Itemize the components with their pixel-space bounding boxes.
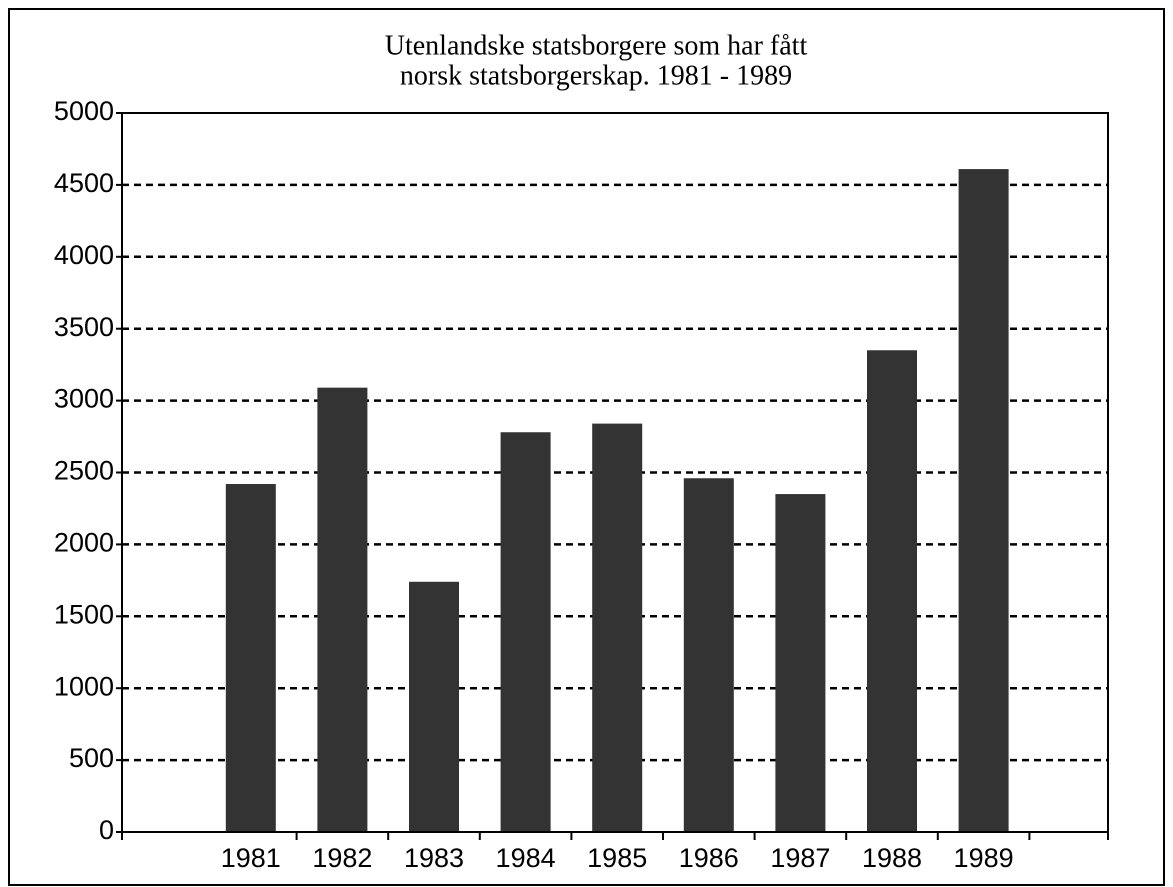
y-tick-label: 500 <box>69 743 114 773</box>
bar <box>500 432 551 832</box>
bar <box>775 494 826 832</box>
bar <box>409 581 459 832</box>
plot-frame <box>121 112 1109 833</box>
bar <box>592 423 643 832</box>
y-tick-label: 0 <box>99 815 114 845</box>
x-tick-label: 1988 <box>862 843 922 873</box>
x-tick-label: 1985 <box>587 843 647 873</box>
y-tick-label: 2500 <box>54 456 114 486</box>
y-tick-label: 1000 <box>54 671 114 701</box>
y-tick-label: 4500 <box>54 168 114 198</box>
x-tick-label: 1984 <box>496 843 556 873</box>
y-tick-label: 5000 <box>54 96 114 126</box>
chart-title: norsk statsborgerskap. 1981 - 1989 <box>400 60 792 91</box>
y-tick-label: 3000 <box>54 384 114 414</box>
x-tick-label: 1987 <box>770 843 830 873</box>
bar <box>683 478 734 832</box>
frame <box>8 8 1165 886</box>
x-tick-label: 1982 <box>312 843 372 873</box>
x-tick-label: 1983 <box>404 843 464 873</box>
bar <box>317 387 368 832</box>
y-tick-label: 2000 <box>54 528 114 558</box>
x-tick-label: 1981 <box>221 843 281 873</box>
bar <box>867 350 917 832</box>
x-tick-label: 1986 <box>679 843 739 873</box>
y-tick-label: 1500 <box>54 599 114 629</box>
bar <box>225 484 276 832</box>
y-tick-label: 4000 <box>54 240 114 270</box>
x-tick-label: 1989 <box>954 843 1014 873</box>
bar <box>958 169 1009 832</box>
chart-title: Utenlandske statsborgere som har fått <box>385 30 808 61</box>
y-tick-label: 3500 <box>54 312 114 342</box>
